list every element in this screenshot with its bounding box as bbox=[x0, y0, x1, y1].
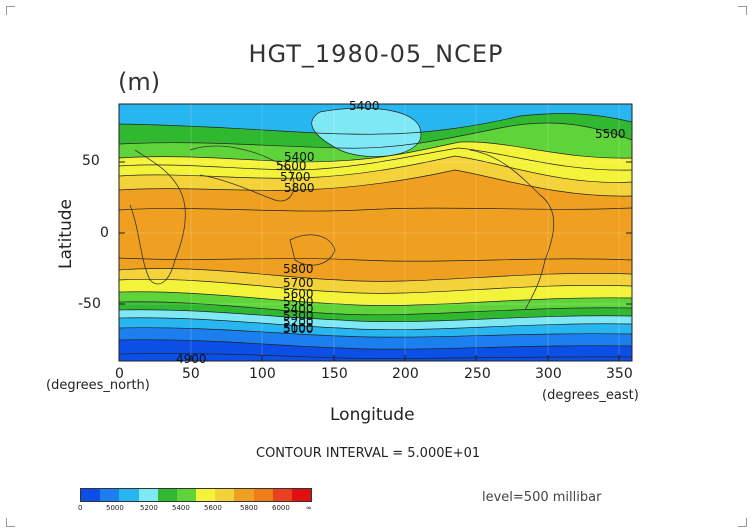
colorbar-swatch bbox=[157, 489, 177, 501]
x-tick-label: 0 bbox=[115, 366, 124, 382]
contour-label: 5000 bbox=[283, 322, 314, 336]
contour-label: 5600 bbox=[283, 287, 314, 301]
contour-label: 5400 bbox=[283, 302, 314, 316]
colorbar-swatch bbox=[176, 489, 197, 501]
coastline-africa bbox=[129, 149, 186, 285]
colorbar-swatch bbox=[138, 489, 158, 501]
colorbar-label: 5400 bbox=[172, 504, 190, 512]
contour-label: 5700 bbox=[283, 276, 314, 290]
colorbar-swatch bbox=[100, 489, 120, 501]
coastline-australia bbox=[289, 234, 336, 266]
contour-label: 5600 bbox=[276, 159, 307, 173]
units-label: (m) bbox=[118, 68, 161, 96]
x-tick-label: 300 bbox=[535, 366, 562, 382]
corner-mark-bottom-left bbox=[6, 518, 15, 527]
contour-label: 5300 bbox=[283, 309, 314, 323]
contour-label: 5100 bbox=[283, 321, 314, 335]
contour-label: 5500 bbox=[283, 295, 314, 309]
contour-label: 5200 bbox=[283, 315, 314, 329]
y-tick-label: -50 bbox=[78, 296, 101, 312]
x-axis-label: Longitude bbox=[330, 405, 415, 425]
x-unit-left: (degrees_north) bbox=[46, 378, 150, 393]
colorbar-swatch bbox=[272, 489, 292, 501]
contour-label: 5700 bbox=[280, 170, 311, 184]
x-unit-right: (degrees_east) bbox=[542, 388, 639, 403]
y-tick-label: 0 bbox=[100, 225, 109, 241]
colorbar-label: 5000 bbox=[106, 504, 124, 512]
corner-mark-top-left bbox=[6, 6, 15, 15]
colorbar-swatch bbox=[81, 489, 101, 501]
colorbar-swatch bbox=[291, 489, 312, 501]
corner-mark-bottom-right bbox=[738, 518, 747, 527]
corner-mark-top-right bbox=[738, 6, 747, 15]
x-tick-label: 50 bbox=[182, 366, 200, 382]
colorbar bbox=[80, 488, 312, 502]
colorbar-labels: 0 5000 5200 5400 5600 5800 6000 ∞ bbox=[72, 504, 322, 516]
contour-label: 5400 bbox=[349, 99, 380, 113]
colorbar-label: 5800 bbox=[240, 504, 258, 512]
colorbar-label: 5200 bbox=[140, 504, 158, 512]
contour-label: 5400 bbox=[284, 150, 315, 164]
y-tick-label: 50 bbox=[82, 153, 100, 169]
contour-label: 5800 bbox=[284, 181, 315, 195]
colorbar-swatch bbox=[196, 489, 216, 501]
x-tick-label: 200 bbox=[392, 366, 419, 382]
colorbar-swatch bbox=[215, 489, 235, 501]
contour-label: 5800 bbox=[283, 262, 314, 276]
colorbar-label: 5600 bbox=[204, 504, 222, 512]
colorbar-label: 6000 bbox=[272, 504, 290, 512]
map-fill-bands bbox=[119, 104, 632, 361]
x-tick-label: 250 bbox=[464, 366, 491, 382]
contour-label: 5500 bbox=[595, 127, 626, 141]
x-tick-label: 350 bbox=[606, 366, 633, 382]
x-tick-label: 150 bbox=[321, 366, 348, 382]
map-grid bbox=[119, 104, 632, 361]
colorbar-swatch bbox=[253, 489, 273, 501]
colorbar-swatch bbox=[119, 489, 139, 501]
colorbar-label: ∞ bbox=[306, 504, 312, 512]
colorbar-swatch bbox=[234, 489, 254, 501]
level-label: level=500 millibar bbox=[482, 490, 602, 505]
colorbar-label: 0 bbox=[78, 504, 83, 512]
map-title: HGT_1980-05_NCEP bbox=[248, 40, 504, 68]
coastline-asia bbox=[189, 145, 295, 202]
contour-interval-label: CONTOUR INTERVAL = 5.000E+01 bbox=[256, 446, 481, 461]
x-tick-label: 100 bbox=[249, 366, 276, 382]
coastline-americas bbox=[469, 149, 555, 311]
